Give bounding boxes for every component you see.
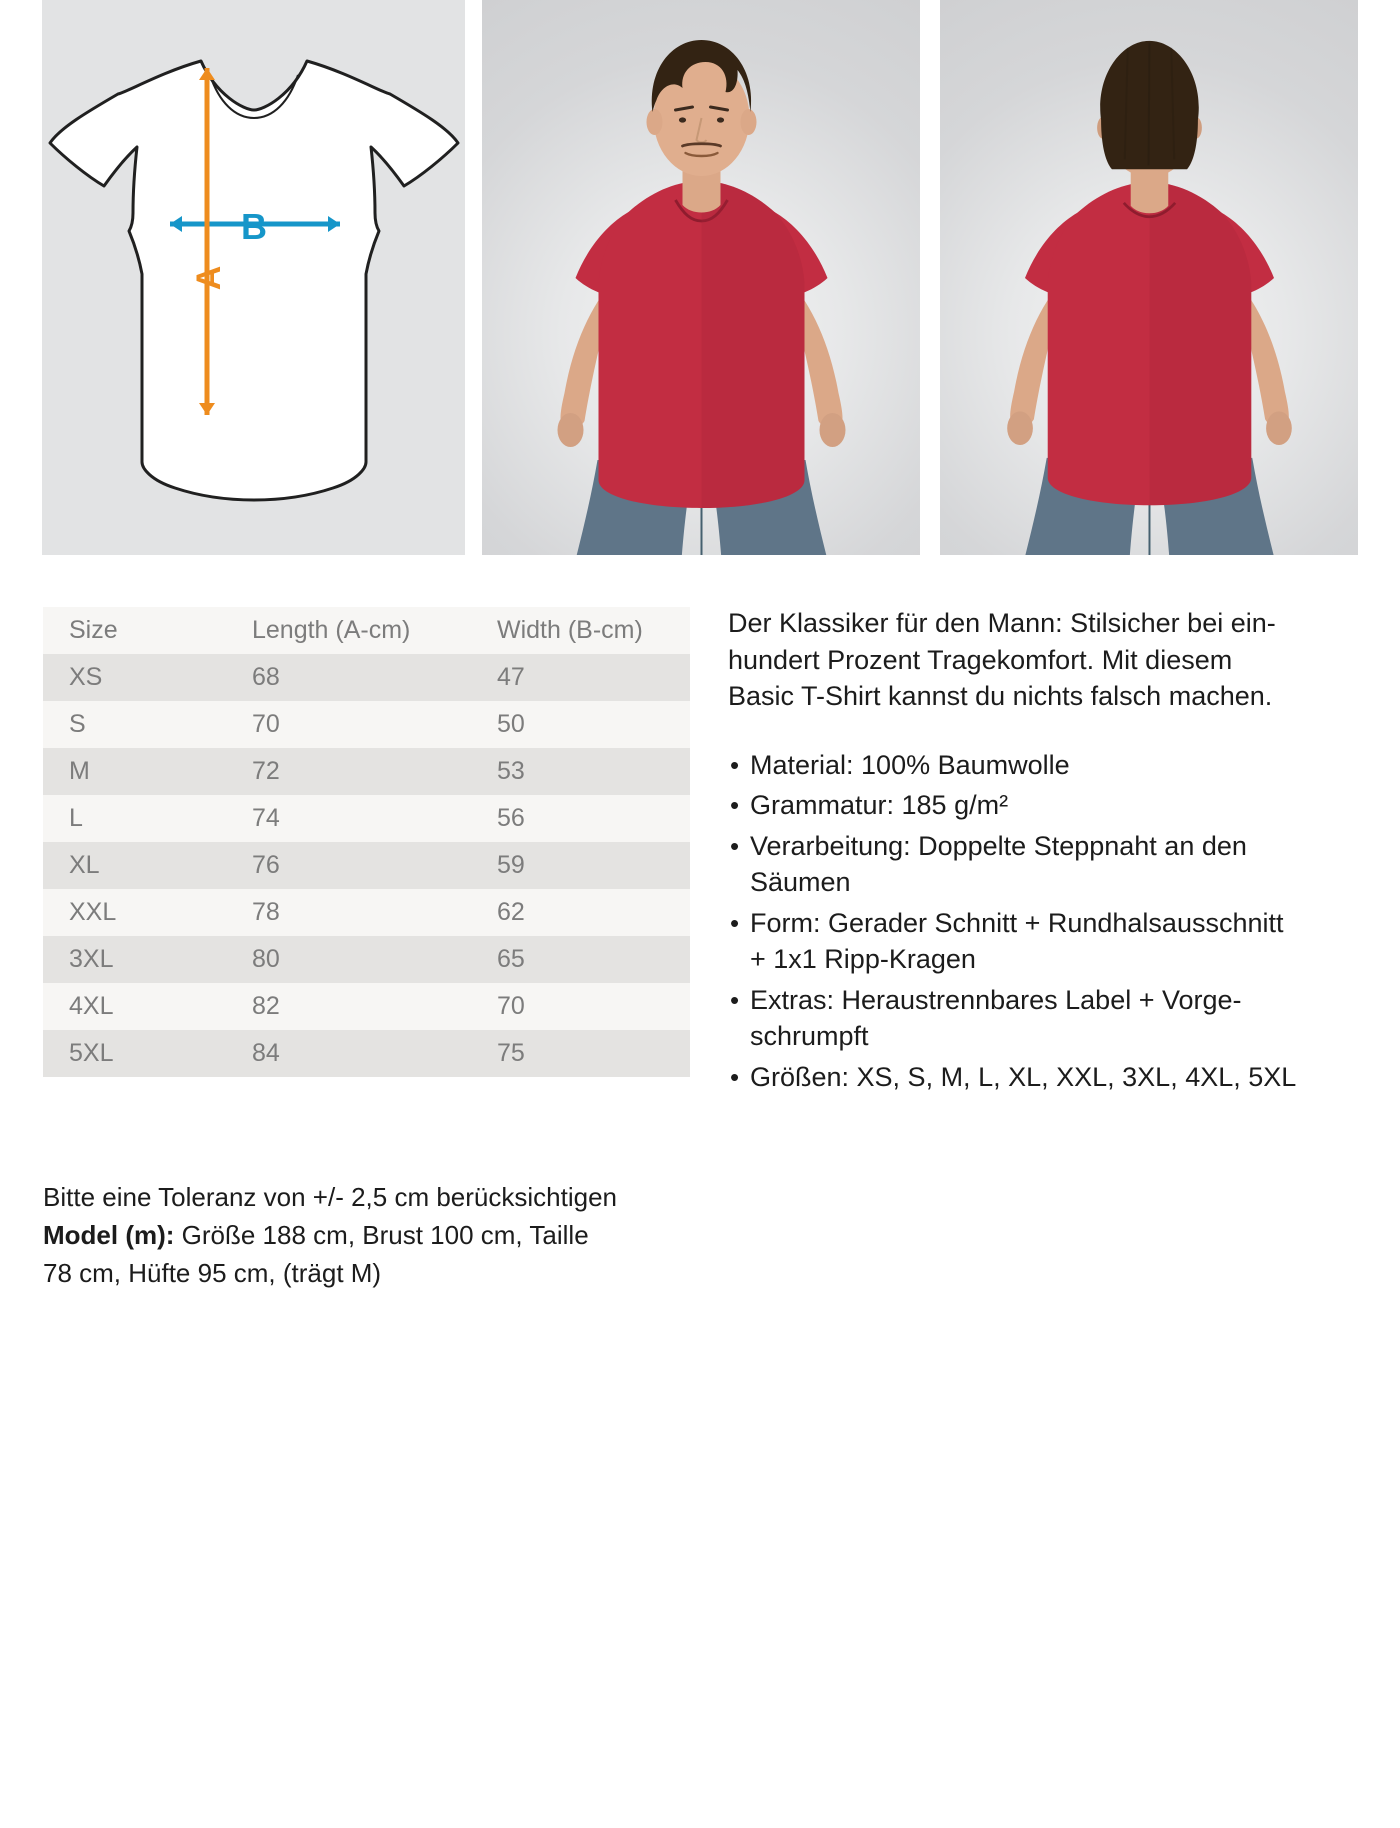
svg-text:A: A — [190, 266, 228, 291]
svg-text:B: B — [241, 206, 267, 247]
